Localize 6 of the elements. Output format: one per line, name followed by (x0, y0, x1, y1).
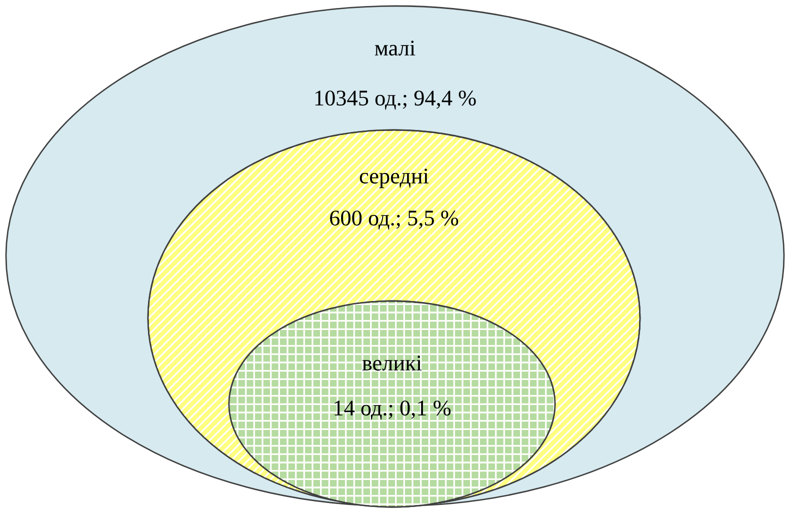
data-label: 600 од.; 5,5 % (330, 210, 458, 230)
data-label: 14 од.; 0,1 % (334, 400, 451, 420)
category-label: великі (362, 356, 422, 371)
category-label: середні (360, 168, 429, 188)
data-label: 10345 од.; 94,4 % (315, 90, 476, 110)
category-label: малі (374, 40, 416, 56)
